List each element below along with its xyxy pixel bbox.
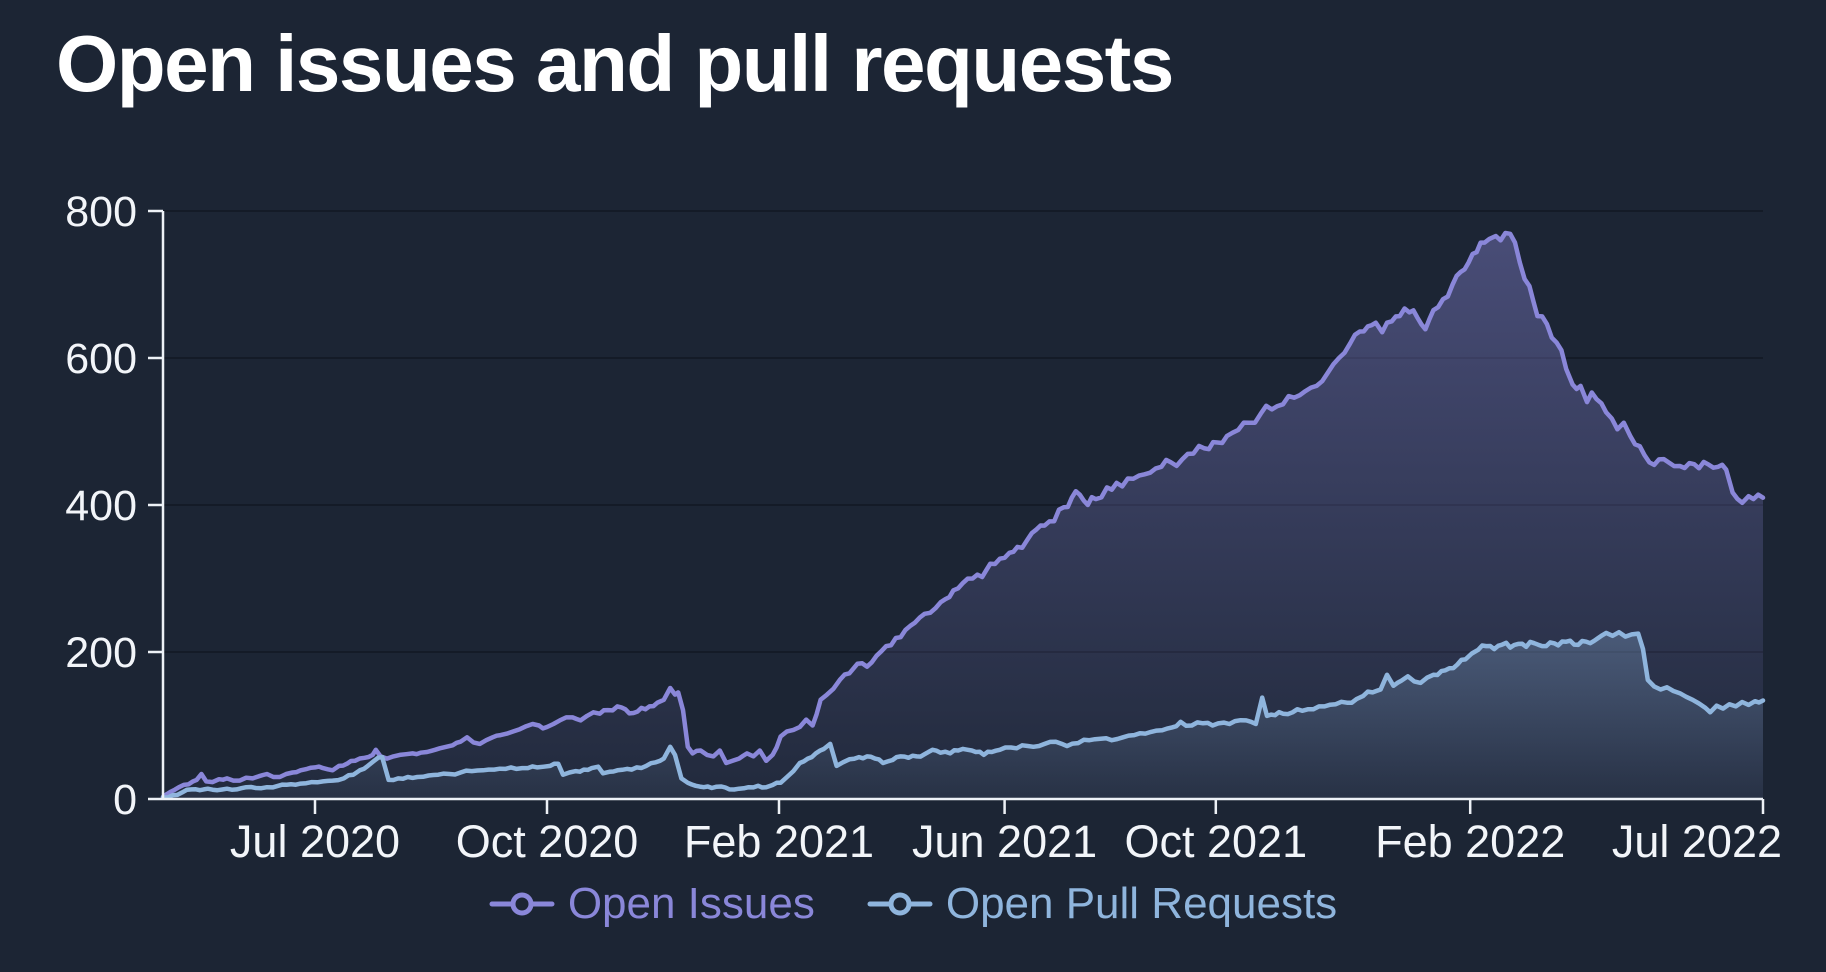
area-open-pull-requests [163, 632, 1763, 799]
legend-label-open-issues: Open Issues [567, 879, 815, 928]
line-open-issues [160, 230, 1766, 800]
x-tick-label: Oct 2021 [1124, 816, 1307, 867]
legend-item-open-pull-requests[interactable]: Open Pull Requests [867, 879, 1338, 928]
page-title: Open issues and pull requests [56, 19, 1174, 108]
open-pull-requests-legend-marker-icon [867, 892, 933, 916]
series-lines [160, 230, 1766, 800]
axis-labels: 0 200 400 600 800 Jul 2020 Oct 2020 Feb 2021 Jun… [65, 188, 1782, 867]
area-open-issues [163, 233, 1763, 799]
y-tick-label: 200 [65, 629, 137, 677]
x-tick-label: Jul 2020 [230, 816, 400, 867]
legend-item-open-issues[interactable]: Open Issues [489, 879, 815, 928]
legend: Open Issues Open Pull Requests [0, 879, 1826, 928]
y-tick-label: 400 [65, 482, 137, 530]
x-tick-label: Jul 2022 [1612, 816, 1782, 867]
y-tick-label: 800 [65, 188, 137, 236]
x-tick-label: Jun 2021 [912, 816, 1097, 867]
x-tick-label: Feb 2022 [1375, 816, 1565, 867]
x-tick-label: Oct 2020 [456, 816, 639, 867]
y-tick-label: 0 [113, 776, 137, 824]
open-issues-legend-marker-icon [489, 892, 555, 916]
y-tick-label: 600 [65, 335, 137, 383]
legend-label-open-pull-requests: Open Pull Requests [945, 879, 1338, 928]
series-areas [163, 233, 1763, 799]
line-open-pull-requests [160, 629, 1766, 800]
axes [148, 209, 1765, 814]
x-tick-label: Feb 2021 [684, 816, 874, 867]
